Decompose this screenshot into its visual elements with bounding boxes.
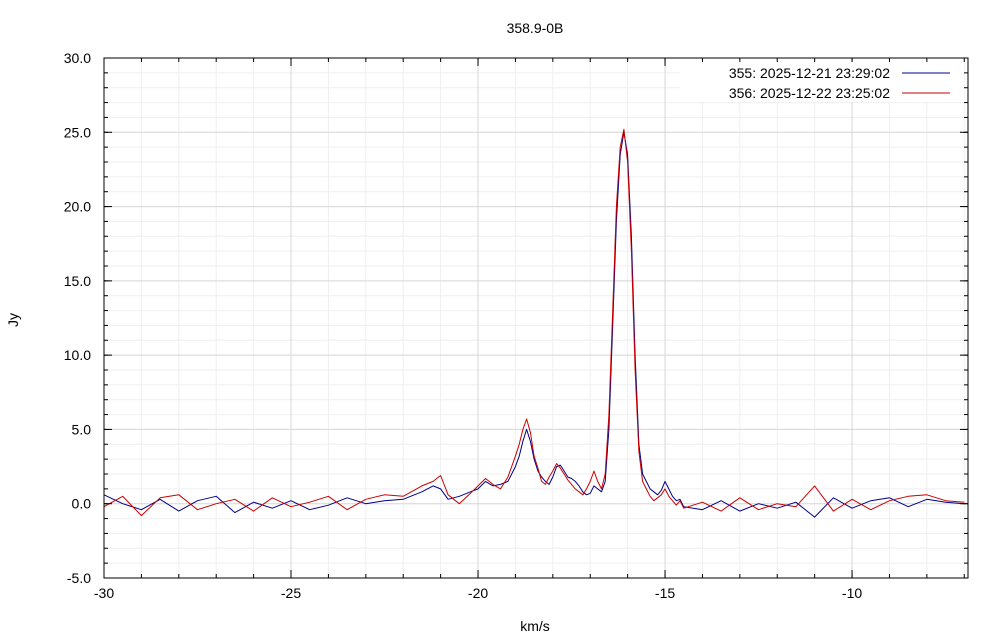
y-tick-label: 25.0 — [64, 124, 91, 140]
x-tick-label: -25 — [281, 585, 301, 601]
x-tick-labels: -30 -25 -20 -15 -10 — [94, 585, 863, 601]
tick-marks — [103, 57, 968, 579]
x-tick-label: -20 — [468, 585, 488, 601]
chart-title: 358.9-0B — [507, 20, 564, 36]
y-tick-label: 20.0 — [64, 199, 91, 215]
y-tick-label: 10.0 — [64, 347, 91, 363]
x-axis-label: km/s — [520, 618, 550, 634]
x-tick-label: -10 — [842, 585, 862, 601]
x-tick-label: -30 — [94, 585, 114, 601]
y-axis-label: Jy — [5, 313, 21, 327]
y-tick-label: 0.0 — [72, 496, 92, 512]
legend-label-355: 355: 2025-12-21 23:29:02 — [729, 65, 890, 81]
series-line-355 — [103, 131, 965, 518]
series-layer — [103, 128, 965, 518]
y-tick-label: 15.0 — [64, 273, 91, 289]
plot-frame — [103, 57, 969, 579]
y-tick-label: 30.0 — [64, 50, 91, 66]
y-tick-label: -5.0 — [67, 570, 91, 586]
legend-background — [680, 62, 964, 102]
x-tick-label: -15 — [655, 585, 675, 601]
y-tick-labels: -5.0 0.0 5.0 10.0 15.0 20.0 25.0 30.0 — [64, 50, 91, 586]
series-line-356 — [103, 128, 965, 517]
y-tick-label: 5.0 — [72, 421, 92, 437]
legend: 355: 2025-12-21 23:29:02 356: 2025-12-22 … — [680, 62, 964, 102]
legend-label-356: 356: 2025-12-22 23:25:02 — [729, 85, 890, 101]
